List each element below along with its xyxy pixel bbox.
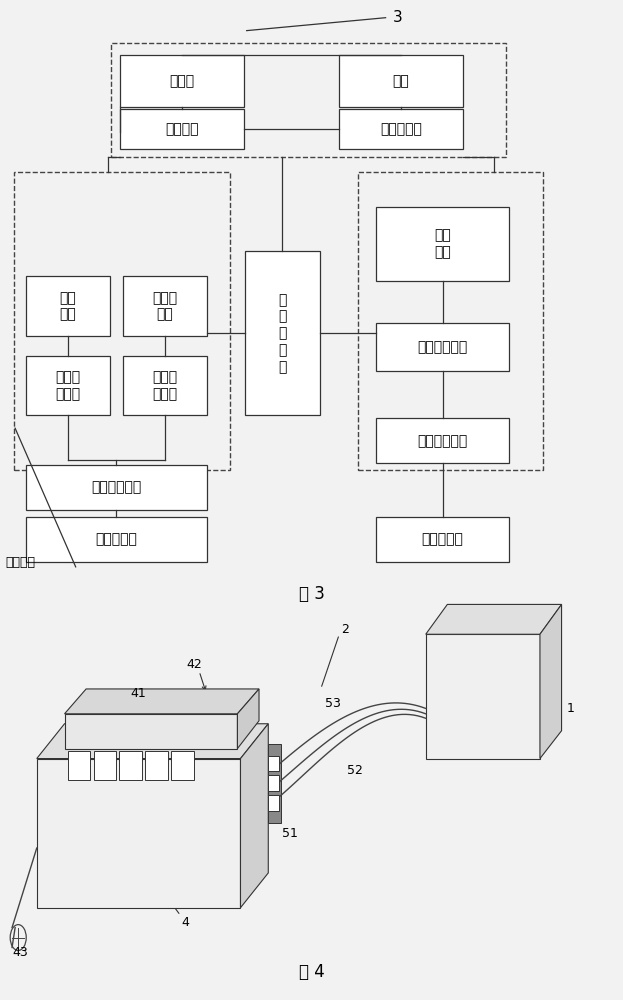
Polygon shape xyxy=(426,634,540,759)
Polygon shape xyxy=(237,689,259,749)
Polygon shape xyxy=(426,604,561,634)
Bar xyxy=(120,109,244,149)
Polygon shape xyxy=(269,775,279,791)
Bar xyxy=(26,356,110,415)
Bar xyxy=(376,323,509,371)
Polygon shape xyxy=(540,604,561,759)
Text: 夹持
机构: 夹持 机构 xyxy=(434,229,451,259)
Text: 第三驱
动装置: 第三驱 动装置 xyxy=(152,370,178,401)
Text: 图 3: 图 3 xyxy=(298,585,325,603)
Polygon shape xyxy=(37,724,269,759)
Text: 43: 43 xyxy=(12,946,28,959)
Polygon shape xyxy=(68,751,90,780)
Polygon shape xyxy=(65,689,259,714)
Text: 41: 41 xyxy=(131,687,146,700)
Text: 42: 42 xyxy=(186,658,202,671)
Text: 第二驱
动装置: 第二驱 动装置 xyxy=(55,370,80,401)
Bar xyxy=(376,418,509,463)
Text: 光源: 光源 xyxy=(392,74,409,88)
Text: 摄像机: 摄像机 xyxy=(169,74,194,88)
Polygon shape xyxy=(93,751,116,780)
Polygon shape xyxy=(37,759,240,908)
Text: 52: 52 xyxy=(347,764,363,777)
Text: 第一驱动电路: 第一驱动电路 xyxy=(417,434,468,448)
Bar xyxy=(14,172,230,470)
Bar xyxy=(340,55,463,107)
Bar xyxy=(376,207,509,281)
Text: 51: 51 xyxy=(282,827,298,840)
Text: 可移动
电极: 可移动 电极 xyxy=(152,291,178,321)
Text: 第二控制器: 第二控制器 xyxy=(95,532,137,546)
Polygon shape xyxy=(171,751,194,780)
Text: 板状
电极: 板状 电极 xyxy=(60,291,76,321)
Text: 3: 3 xyxy=(393,10,403,25)
Text: 图像采集卡: 图像采集卡 xyxy=(380,122,422,136)
Text: 1: 1 xyxy=(567,702,575,715)
Text: 计
算
机
单
元: 计 算 机 单 元 xyxy=(278,293,287,374)
Text: 4: 4 xyxy=(181,916,189,929)
Bar xyxy=(26,517,207,562)
Polygon shape xyxy=(120,751,141,780)
Bar xyxy=(123,276,207,336)
Polygon shape xyxy=(269,795,279,811)
Text: 2: 2 xyxy=(341,623,350,636)
Text: 电极单元: 电极单元 xyxy=(6,556,36,569)
Bar xyxy=(111,43,506,157)
Text: 支架机构: 支架机构 xyxy=(165,122,199,136)
Bar xyxy=(376,517,509,562)
Polygon shape xyxy=(240,724,269,908)
Bar xyxy=(358,172,543,470)
Bar xyxy=(26,465,207,510)
Text: 第一驱动装置: 第一驱动装置 xyxy=(417,340,468,354)
Bar xyxy=(245,251,320,415)
Bar xyxy=(340,109,463,149)
Bar xyxy=(120,55,244,107)
Polygon shape xyxy=(65,714,237,749)
Text: 第二驱动电路: 第二驱动电路 xyxy=(91,481,141,495)
Text: 图 4: 图 4 xyxy=(298,963,325,981)
Text: 53: 53 xyxy=(325,697,341,710)
Polygon shape xyxy=(269,744,280,823)
Bar xyxy=(26,276,110,336)
Text: 第一控制器: 第一控制器 xyxy=(422,532,464,546)
Polygon shape xyxy=(145,751,168,780)
Bar xyxy=(123,356,207,415)
Polygon shape xyxy=(269,756,279,771)
